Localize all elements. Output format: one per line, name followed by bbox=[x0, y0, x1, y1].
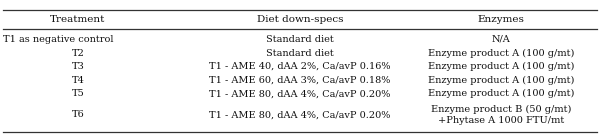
Text: T3: T3 bbox=[71, 62, 85, 71]
Text: T1 - AME 40, dAA 2%, Ca/avP 0.16%: T1 - AME 40, dAA 2%, Ca/avP 0.16% bbox=[209, 62, 391, 71]
Text: T6: T6 bbox=[71, 110, 85, 119]
Text: T1 as negative control: T1 as negative control bbox=[3, 35, 113, 44]
Text: N/A: N/A bbox=[491, 35, 511, 44]
Text: Standard diet: Standard diet bbox=[266, 49, 334, 58]
Text: Standard diet: Standard diet bbox=[266, 35, 334, 44]
Text: Enzyme product A (100 g/mt): Enzyme product A (100 g/mt) bbox=[428, 89, 574, 98]
Text: T1 - AME 80, dAA 4%, Ca/avP 0.20%: T1 - AME 80, dAA 4%, Ca/avP 0.20% bbox=[209, 89, 391, 98]
Text: Enzymes: Enzymes bbox=[478, 15, 524, 24]
Text: Enzyme product A (100 g/mt): Enzyme product A (100 g/mt) bbox=[428, 76, 574, 85]
Text: Enzyme product A (100 g/mt): Enzyme product A (100 g/mt) bbox=[428, 48, 574, 58]
Text: Diet down-specs: Diet down-specs bbox=[257, 15, 343, 24]
Text: Enzyme product B (50 g/mt)
+Phytase A 1000 FTU/mt: Enzyme product B (50 g/mt) +Phytase A 10… bbox=[431, 105, 571, 125]
Text: T2: T2 bbox=[71, 49, 85, 58]
Text: T1 - AME 80, dAA 4%, Ca/avP 0.20%: T1 - AME 80, dAA 4%, Ca/avP 0.20% bbox=[209, 110, 391, 119]
Text: Enzyme product A (100 g/mt): Enzyme product A (100 g/mt) bbox=[428, 62, 574, 71]
Text: T5: T5 bbox=[71, 89, 85, 98]
Text: T4: T4 bbox=[71, 76, 85, 85]
Text: T1 - AME 60, dAA 3%, Ca/avP 0.18%: T1 - AME 60, dAA 3%, Ca/avP 0.18% bbox=[209, 76, 391, 85]
Text: Treatment: Treatment bbox=[50, 15, 106, 24]
